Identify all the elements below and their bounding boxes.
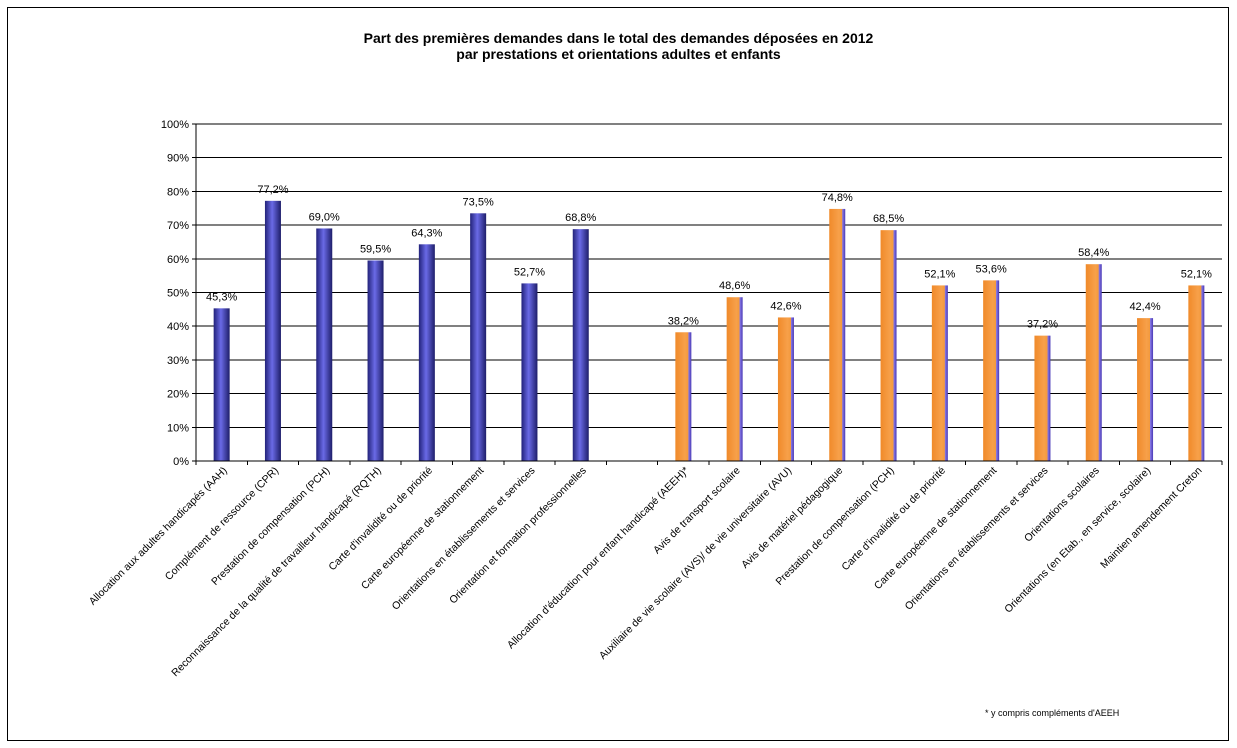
data-label: 42,4% bbox=[1129, 301, 1160, 313]
bars bbox=[213, 200, 1205, 461]
data-label: 74,8% bbox=[822, 192, 853, 204]
x-tick-label: Maintien amendement Creton bbox=[1098, 465, 1204, 571]
bar bbox=[1085, 264, 1102, 461]
bar bbox=[931, 285, 948, 461]
y-tick-label: 50% bbox=[167, 288, 189, 300]
chart-title-line-2: par prestations et orientations adultes … bbox=[456, 46, 781, 62]
gridlines bbox=[196, 123, 1222, 462]
x-tick-label: Carte d'invalidité ou de priorité bbox=[326, 465, 435, 574]
x-tick-label: Avis de transport scolaire bbox=[651, 465, 743, 557]
y-tick-label: 30% bbox=[167, 355, 189, 367]
y-tick-label: 20% bbox=[167, 389, 189, 401]
data-label: 69,0% bbox=[309, 211, 340, 223]
bar bbox=[1188, 285, 1205, 461]
chart-frame bbox=[7, 7, 1229, 741]
data-label: 59,5% bbox=[360, 243, 391, 255]
bar bbox=[777, 317, 794, 461]
bar bbox=[213, 308, 230, 461]
bar bbox=[726, 297, 743, 461]
data-label: 77,2% bbox=[257, 184, 288, 196]
bar bbox=[880, 230, 897, 461]
y-tick-label: 70% bbox=[167, 220, 189, 232]
bar bbox=[983, 280, 1000, 461]
x-tick-label: Avis de matériel pédagogique bbox=[739, 465, 845, 571]
data-label: 52,1% bbox=[1181, 268, 1212, 280]
data-label: 37,2% bbox=[1027, 319, 1058, 331]
bar bbox=[829, 208, 846, 461]
data-label: 42,6% bbox=[770, 300, 801, 312]
bar bbox=[572, 229, 589, 461]
axes: 0% 10% 20% 30% 40% 50% 60% 70% 80% 90% 100% Allocat… bbox=[87, 119, 1223, 679]
data-label: 53,6% bbox=[976, 263, 1007, 275]
bar bbox=[470, 213, 487, 461]
chart-title-line-1: Part des premières demandes dans le tota… bbox=[363, 30, 874, 46]
chart-title: Part des premières demandes dans le tota… bbox=[0, 30, 1237, 62]
data-label: 45,3% bbox=[206, 291, 237, 303]
data-label: 52,1% bbox=[924, 268, 955, 280]
data-label: 68,5% bbox=[873, 213, 904, 225]
bar bbox=[675, 332, 692, 461]
y-tick-label: 10% bbox=[167, 422, 189, 434]
bar bbox=[367, 260, 384, 461]
y-tick-label: 60% bbox=[167, 254, 189, 266]
y-tick-label: 100% bbox=[161, 119, 189, 131]
y-tick-label: 40% bbox=[167, 321, 189, 333]
data-label: 58,4% bbox=[1078, 247, 1109, 259]
x-tick-label: Allocation d'éducation pour enfant handi… bbox=[505, 465, 692, 652]
data-label: 38,2% bbox=[668, 315, 699, 327]
bar bbox=[418, 244, 435, 461]
footnote: * y compris compléments d'AEEH bbox=[985, 708, 1120, 718]
bar bbox=[1137, 318, 1154, 461]
data-label: 73,5% bbox=[463, 196, 494, 208]
data-labels: 45,3% 77,2% 69,0% 59,5% 64,3% 73,5% 52,7% 68,8%… bbox=[206, 184, 1212, 331]
x-tick-label: Auxiliaire de vie scolaire (AVS)/ de vie… bbox=[597, 465, 794, 662]
bar bbox=[264, 200, 281, 461]
bar bbox=[1034, 335, 1051, 461]
bar bbox=[316, 228, 333, 461]
bar bbox=[521, 283, 538, 461]
data-label: 52,7% bbox=[514, 266, 545, 278]
y-tick-label: 80% bbox=[167, 186, 189, 198]
y-tick-label: 0% bbox=[173, 456, 189, 468]
x-tick-label: Complément de ressource (CPR) bbox=[163, 465, 281, 583]
x-tick-label: Carte d'invalidité ou de priorité bbox=[839, 465, 948, 574]
data-label: 64,3% bbox=[411, 227, 442, 239]
data-label: 48,6% bbox=[719, 280, 750, 292]
y-tick-label: 90% bbox=[167, 153, 189, 165]
data-label: 68,8% bbox=[565, 212, 596, 224]
